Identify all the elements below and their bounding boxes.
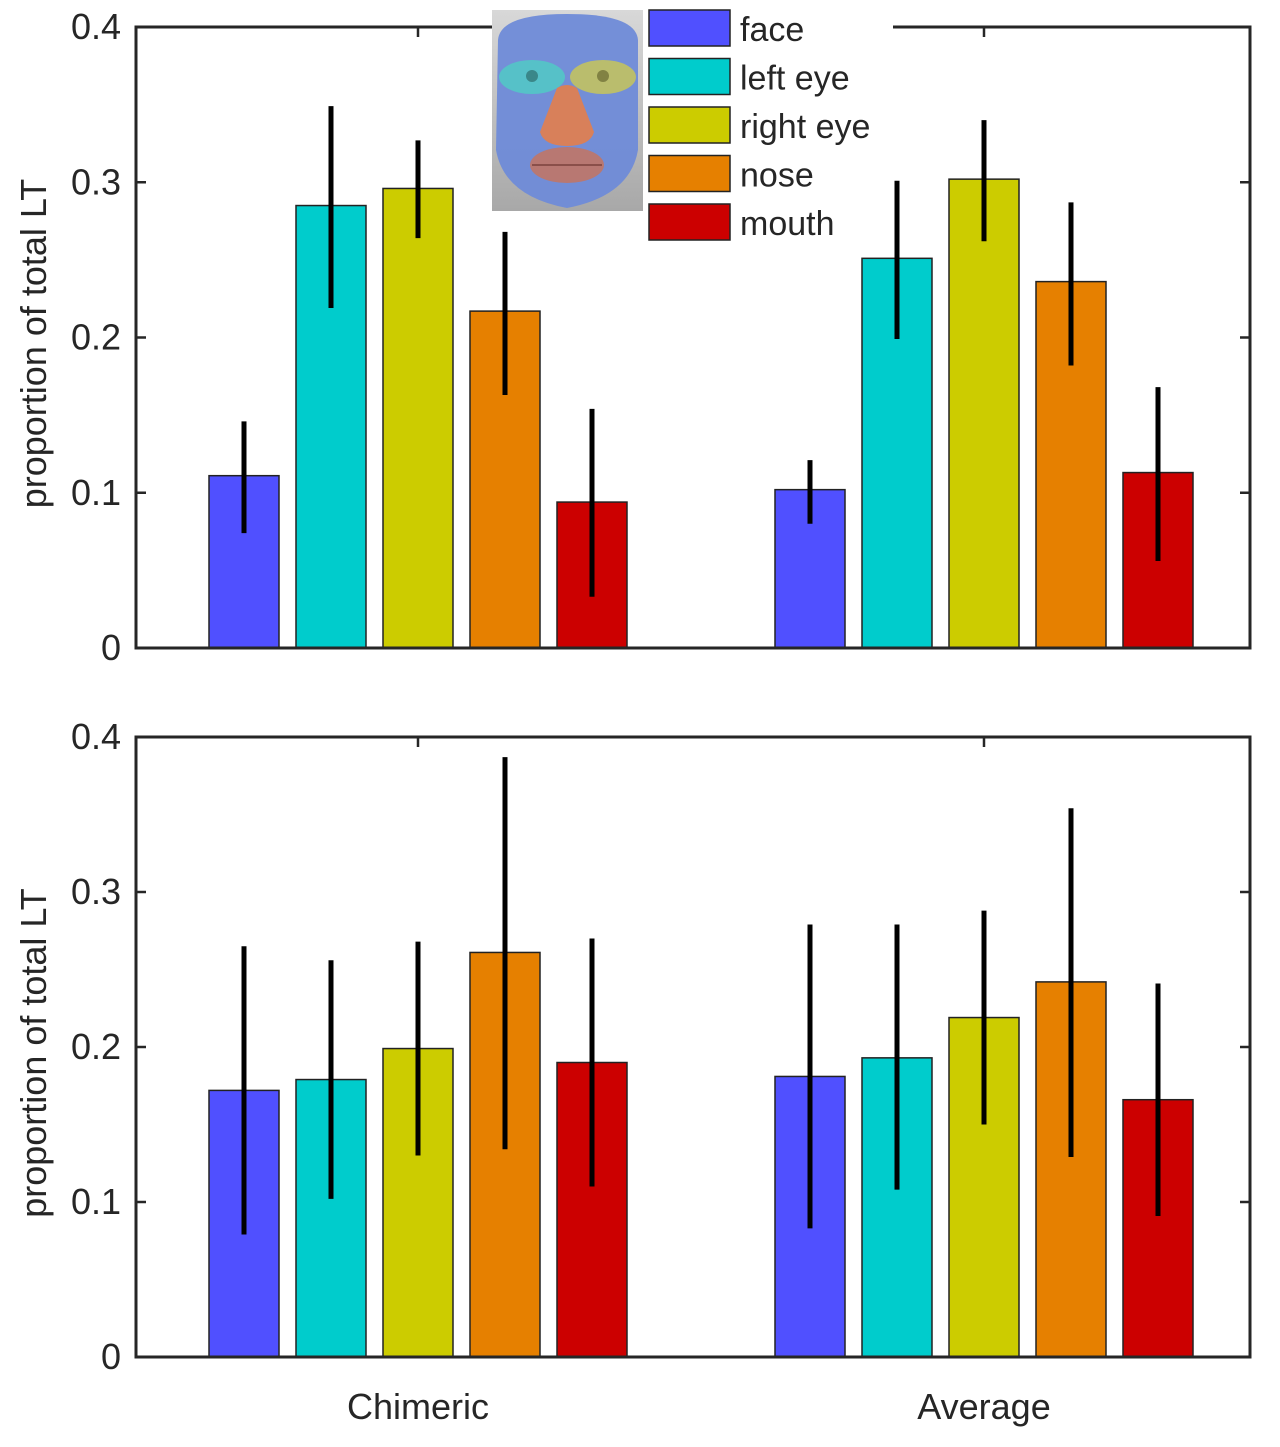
legend-label-nose: nose xyxy=(740,157,814,195)
y-tick-label: 0.1 xyxy=(71,472,121,513)
face-regions-illustration xyxy=(492,10,643,211)
legend-label-left-eye: left eye xyxy=(740,60,850,98)
y-tick-label: 0.1 xyxy=(71,1181,121,1222)
chart-panel-1: 0 0.1 0.2 0.3 0.4 proportion of total LT xyxy=(13,6,1252,668)
axes-box xyxy=(134,735,1252,1359)
y-tick-label: 0.3 xyxy=(71,161,121,202)
legend-label-mouth: mouth xyxy=(740,205,835,243)
y-tick-label: 0.4 xyxy=(71,716,121,757)
legend: face left eye right eye nose mouth xyxy=(492,5,893,250)
bar-nose-average xyxy=(1035,280,1107,649)
y-tick-label: 0 xyxy=(101,1336,121,1377)
legend-swatch-left-eye xyxy=(648,57,731,96)
y-tick-label: 0.2 xyxy=(71,1026,121,1067)
legend-label-face: face xyxy=(740,11,804,49)
chart-panel-2: 0 0.1 0.2 0.3 0.4 proportion of total LT Chime… xyxy=(13,716,1252,1427)
legend-swatch-nose xyxy=(648,154,731,193)
y-tick-label: 0.2 xyxy=(71,317,121,358)
y-tick-label: 0.4 xyxy=(71,6,121,47)
legend-swatch-mouth xyxy=(648,203,731,241)
legend-swatch-right-eye xyxy=(648,106,731,144)
legend-swatch-face xyxy=(648,9,731,47)
legend-label-right-eye: right eye xyxy=(740,108,870,146)
y-tick-label: 0 xyxy=(101,627,121,668)
y-axis-label: proportion of total LT xyxy=(13,179,54,509)
bar-right-eye-average xyxy=(948,178,1020,649)
x-category-label: Chimeric xyxy=(347,1386,489,1427)
y-tick-label: 0.3 xyxy=(71,871,121,912)
y-axis-label: proportion of total LT xyxy=(13,888,54,1218)
bar-right-eye-chimeric xyxy=(382,187,454,649)
x-category-label: Average xyxy=(917,1386,1050,1427)
